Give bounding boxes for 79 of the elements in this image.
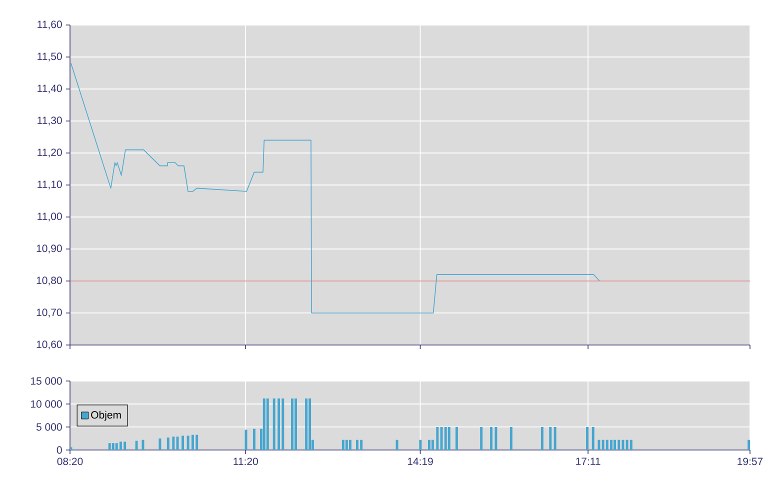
bar <box>278 398 280 450</box>
x-tick-label: 17:11 <box>576 458 600 465</box>
bar <box>196 434 198 450</box>
bar <box>192 434 194 450</box>
bar <box>172 436 175 450</box>
bar <box>554 426 556 450</box>
bar <box>490 426 492 450</box>
y-tick-label: 11,10 <box>38 180 62 190</box>
x-tick-label: 08:20 <box>57 458 83 466</box>
bar <box>419 440 422 450</box>
bar <box>294 398 297 450</box>
y-tick-label: 11,20 <box>38 148 62 158</box>
bar <box>592 426 594 450</box>
bar <box>252 428 256 450</box>
bar <box>291 398 294 450</box>
bar <box>428 440 430 450</box>
bar <box>120 442 122 450</box>
x-tick-label: 19:57 <box>738 458 763 466</box>
bar <box>166 438 170 450</box>
bar <box>432 440 434 450</box>
bar <box>622 440 624 450</box>
bar <box>112 443 114 450</box>
bar <box>186 436 190 450</box>
bar <box>614 440 616 450</box>
bar <box>262 398 266 450</box>
bar <box>272 398 276 450</box>
y-tick-label: 10,70 <box>36 308 62 318</box>
bar <box>342 440 344 450</box>
bar <box>602 440 604 450</box>
bar <box>586 426 588 450</box>
line-series <box>70 62 600 314</box>
y-tick-label: 10 000 <box>30 400 62 408</box>
y-tick-label: 11,00 <box>38 212 62 222</box>
bar <box>610 440 612 450</box>
bar <box>345 440 348 450</box>
bar <box>630 440 632 450</box>
bar <box>494 426 498 450</box>
x-tick-label: 14:19 <box>408 458 433 466</box>
legend-label: Objem <box>91 410 121 421</box>
bar <box>124 442 126 450</box>
bar <box>748 440 750 450</box>
x-tick-label: 11:20 <box>234 458 258 466</box>
bar <box>436 426 439 450</box>
y-tick-label: 15 000 <box>30 377 62 385</box>
y-tick-label: 10,80 <box>36 276 62 286</box>
y-tick-label: 11,40 <box>38 84 62 94</box>
bar <box>176 436 179 450</box>
y-tick-label: 11,50 <box>38 52 62 62</box>
y-tick-label: 0 <box>56 446 62 454</box>
bar <box>444 426 447 450</box>
bar <box>108 443 111 450</box>
bar <box>396 440 398 450</box>
bar <box>448 426 450 450</box>
bar <box>348 440 352 450</box>
y-tick-label: 5 000 <box>36 423 62 431</box>
bar <box>360 440 363 450</box>
bar <box>540 426 544 450</box>
y-tick-label: 10,90 <box>36 244 62 254</box>
bar <box>456 426 458 450</box>
bar <box>308 398 312 450</box>
bar <box>480 426 483 450</box>
bar <box>158 438 162 450</box>
bar <box>305 398 308 450</box>
bar <box>618 440 620 450</box>
bar <box>356 440 358 450</box>
bar <box>70 447 72 450</box>
bar <box>510 426 512 450</box>
y-tick-label: 10,60 <box>36 340 62 350</box>
bar <box>626 440 628 450</box>
bar <box>549 426 552 450</box>
bar <box>282 398 284 450</box>
bar <box>598 440 600 450</box>
y-tick-label: 11,30 <box>38 116 62 126</box>
bar <box>266 398 269 450</box>
bar <box>115 443 118 450</box>
bar <box>135 440 138 450</box>
bar <box>606 440 608 450</box>
y-tick-label: 11,60 <box>38 20 62 30</box>
bar <box>182 436 184 450</box>
